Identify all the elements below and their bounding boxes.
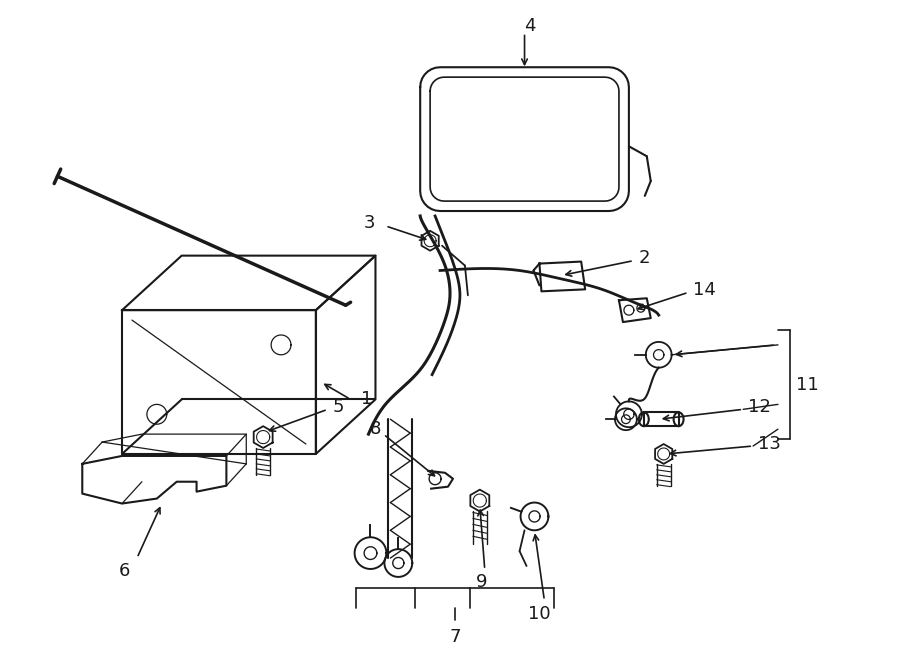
Text: 3: 3 (364, 214, 375, 232)
Text: 7: 7 (449, 629, 461, 646)
Text: 11: 11 (796, 375, 819, 393)
Text: 10: 10 (528, 605, 551, 623)
Text: 4: 4 (524, 17, 536, 34)
Polygon shape (428, 471, 453, 488)
Text: 5: 5 (333, 399, 344, 416)
Text: 2: 2 (639, 249, 651, 266)
Text: 1: 1 (361, 391, 372, 408)
Text: 6: 6 (118, 562, 130, 580)
Text: 13: 13 (758, 435, 781, 453)
Text: 14: 14 (694, 282, 716, 299)
Text: 8: 8 (370, 420, 382, 438)
Text: 12: 12 (748, 399, 771, 416)
Text: 9: 9 (476, 573, 488, 591)
